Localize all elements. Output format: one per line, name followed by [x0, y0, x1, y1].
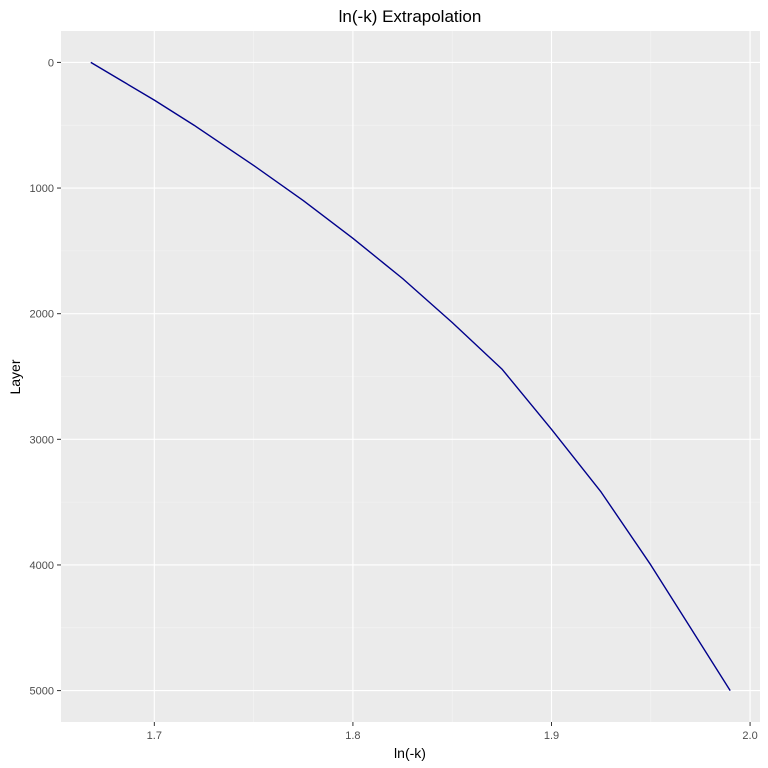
y-tick-label: 3000 [30, 434, 54, 446]
series-layer [90, 61, 731, 691]
y-tick-label: 5000 [30, 686, 54, 698]
x-axis: 1.7 1.8 1.9 2.0 [147, 722, 758, 742]
y-tick-label: 4000 [30, 560, 54, 572]
x-tick-label: 1.9 [544, 730, 559, 742]
major-gridlines [61, 31, 760, 722]
minor-gridlines [61, 31, 760, 722]
y-axis-label: Layer [7, 359, 23, 394]
y-tick-label: 2000 [30, 309, 54, 321]
y-tick-label: 0 [48, 57, 54, 69]
y-tick-label: 1000 [30, 183, 54, 195]
x-tick-label: 1.8 [345, 730, 360, 742]
series-line [90, 61, 731, 691]
chart-title: ln(-k) Extrapolation [339, 7, 482, 26]
x-tick-label: 1.7 [147, 730, 162, 742]
x-tick-label: 2.0 [742, 730, 757, 742]
x-axis-label: ln(-k) [394, 745, 426, 761]
y-axis: 0 1000 2000 3000 4000 5000 [30, 57, 61, 698]
